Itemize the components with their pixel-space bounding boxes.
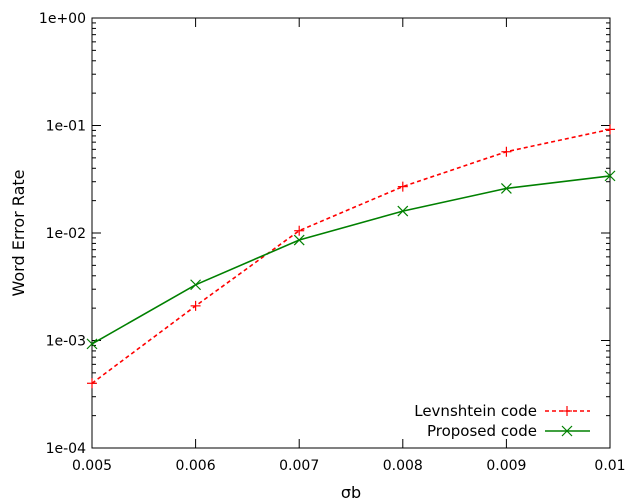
y-tick-label: 1e-02 xyxy=(46,226,86,242)
series-1-point xyxy=(500,182,512,194)
x-tick-label: 0.005 xyxy=(72,458,112,474)
y-tick-label: 1e-04 xyxy=(46,441,86,457)
y-tick-label: 1e-03 xyxy=(46,334,86,350)
x-axis: 0.005 0.006 0.007 0.008 0.009 0.01 xyxy=(72,18,626,474)
series-0-point xyxy=(501,146,512,157)
series-1-point xyxy=(293,234,305,246)
plot-frame xyxy=(91,17,611,449)
x-tick-label: 0.006 xyxy=(176,458,216,474)
x-tick-label: 0.01 xyxy=(594,458,625,474)
series-1-point xyxy=(397,205,409,217)
legend-label-levnshtein: Levnshtein code xyxy=(414,402,537,420)
legend-label-proposed: Proposed code xyxy=(427,422,537,440)
series-line-0 xyxy=(91,128,611,384)
series-0-point xyxy=(605,124,615,135)
x-tick-label: 0.009 xyxy=(486,458,526,474)
series-0-point xyxy=(397,181,408,192)
x-tick-label: 0.007 xyxy=(279,458,319,474)
series-line-1 xyxy=(91,175,611,345)
series-1-point xyxy=(604,170,616,182)
series-layer xyxy=(86,124,616,389)
legend: Levnshtein code Proposed code xyxy=(414,402,590,440)
y-axis: 1e-04 1e-03 1e-02 1e-01 1e+00 xyxy=(39,11,610,457)
y-tick-label: 1e-01 xyxy=(46,119,86,135)
series-0-point xyxy=(294,225,305,236)
series-1-point xyxy=(190,279,202,291)
series-1-point xyxy=(86,338,98,350)
series-0-point xyxy=(87,378,97,389)
legend-marker-1 xyxy=(561,425,573,437)
x-axis-label: σb xyxy=(341,483,361,502)
series-0-point xyxy=(190,300,201,311)
legend-marker-0 xyxy=(562,406,572,416)
x-tick-label: 0.008 xyxy=(383,458,423,474)
y-axis-label: Word Error Rate xyxy=(9,170,28,297)
y-tick-label: 1e+00 xyxy=(39,11,86,27)
